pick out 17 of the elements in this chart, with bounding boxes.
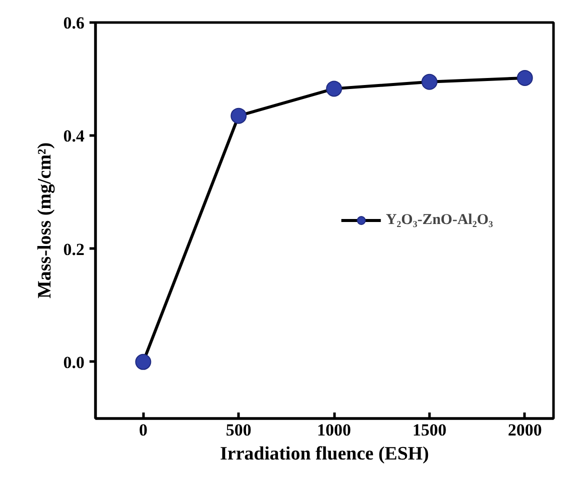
x-axis-title: Irradiation fluence (ESH)	[220, 444, 430, 464]
y-axis-title: Mass-loss (mg/cm²)	[34, 142, 56, 299]
y-tick-label: 0.6	[63, 14, 84, 32]
x-tick-label: 500	[226, 420, 252, 440]
y-tick-label: 0.2	[63, 240, 84, 259]
legend-label: Y₂O₃-ZnO-Al₂O₃	[386, 212, 493, 228]
x-tick-label: 2000	[508, 420, 542, 440]
point	[421, 74, 438, 90]
x-tick-label: 0	[138, 420, 148, 440]
point	[326, 80, 342, 97]
y-tick-label: 0.0	[63, 352, 84, 372]
point	[516, 70, 533, 86]
point	[135, 354, 152, 370]
point	[230, 108, 247, 124]
x-tick-label: 1500	[412, 420, 446, 440]
y-tick-label: 0.4	[63, 126, 85, 146]
x-tick-label: 1000	[317, 420, 352, 440]
